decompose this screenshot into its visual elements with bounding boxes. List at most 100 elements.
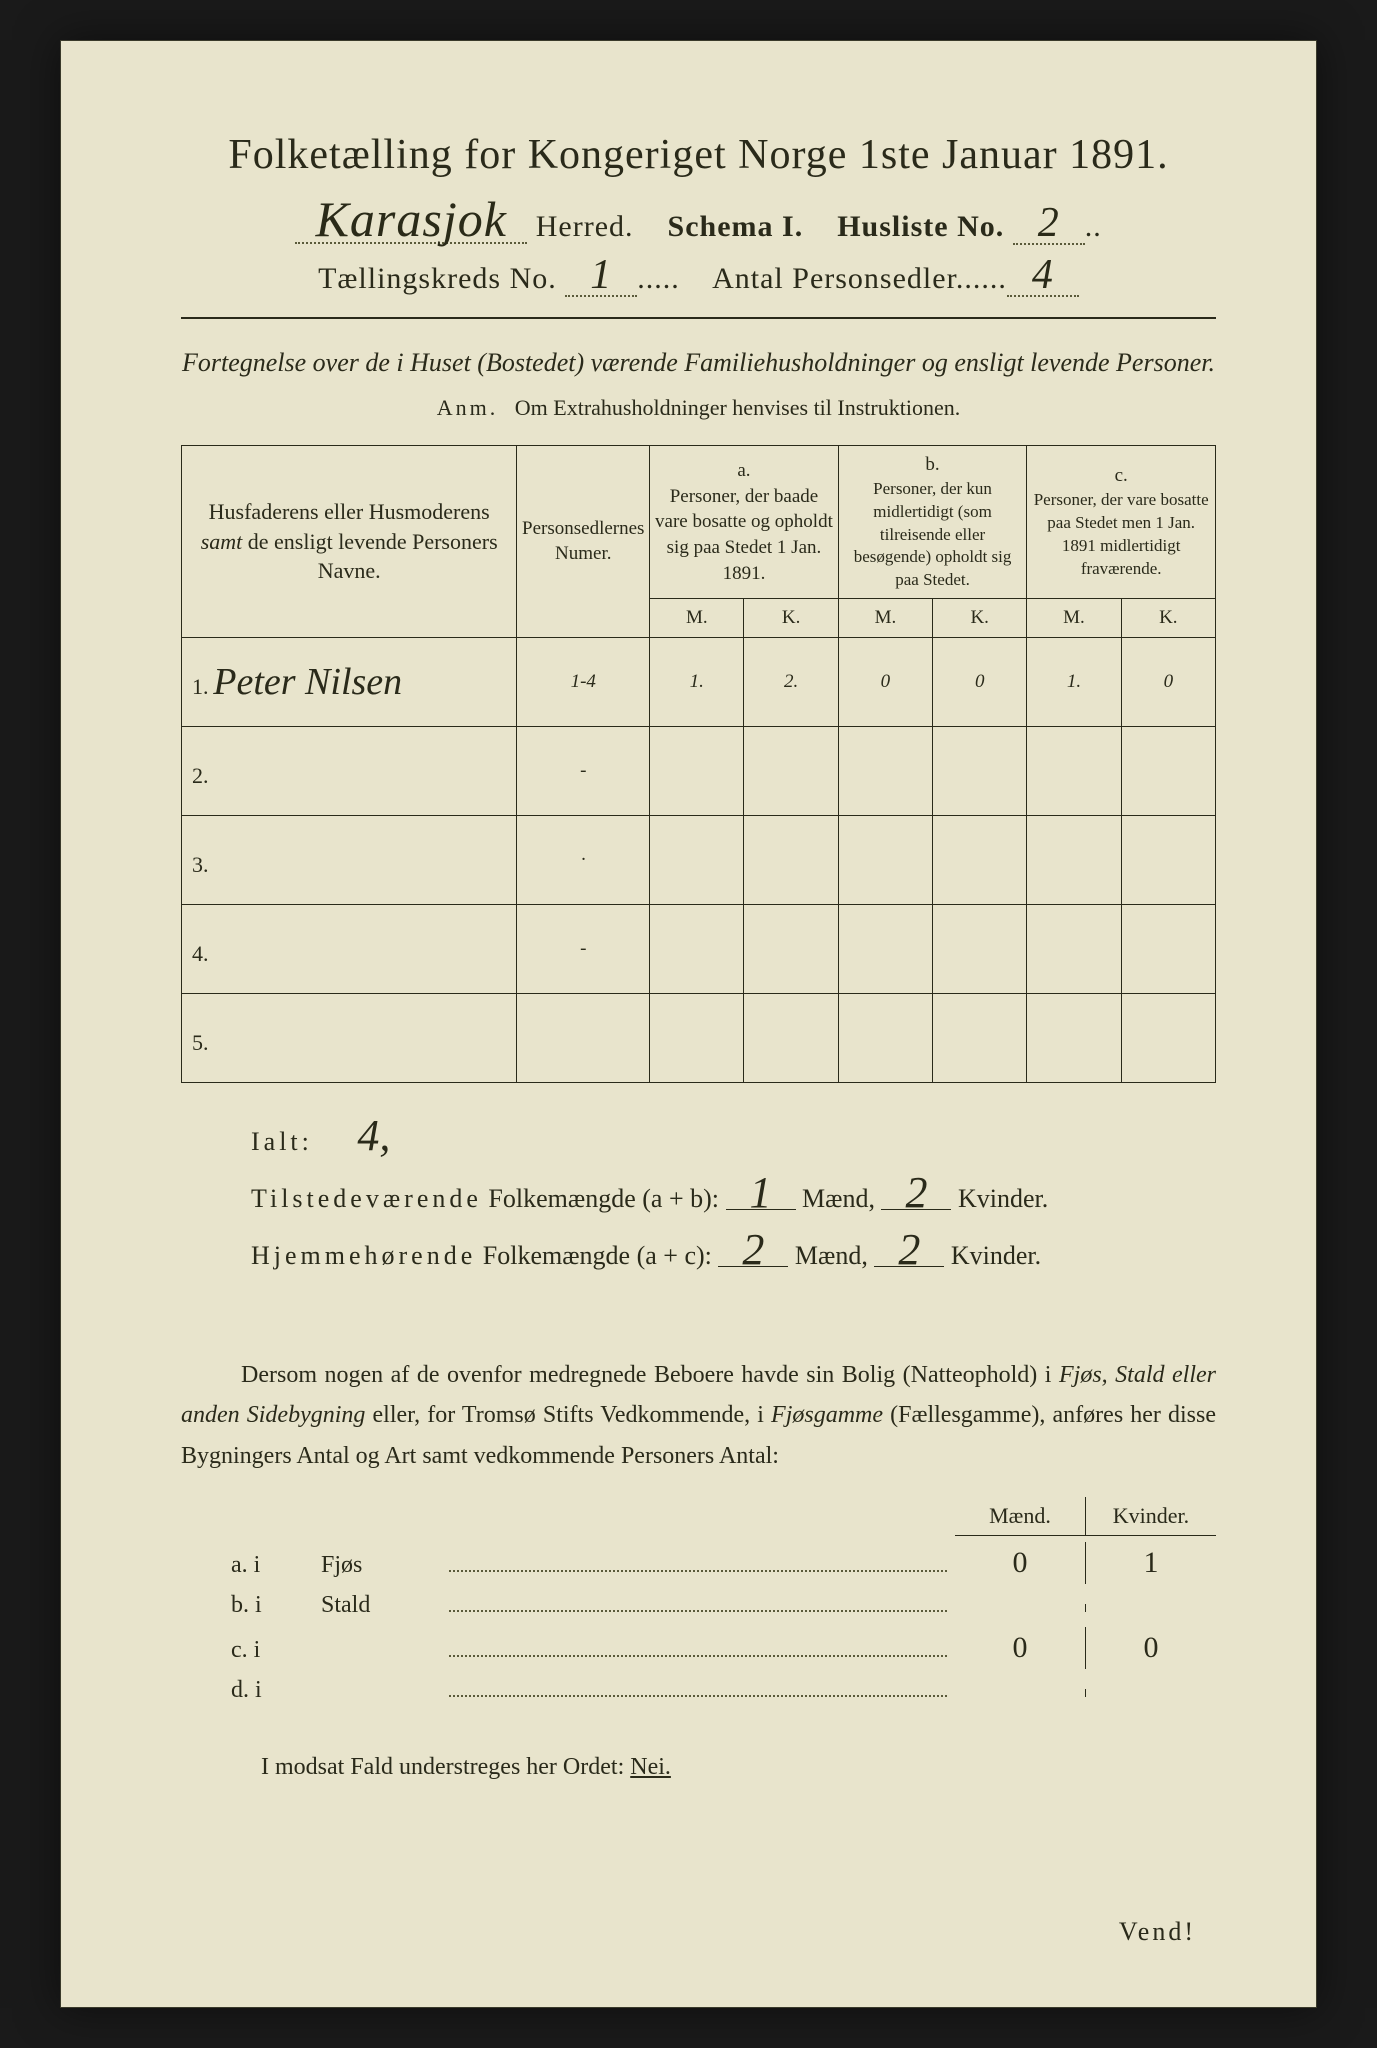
husliste-no-handwritten: 2 — [1013, 205, 1085, 245]
row-bk — [933, 726, 1027, 815]
row-num: - — [517, 726, 650, 815]
subtitle: Fortegnelse over de i Huset (Bostedet) v… — [181, 345, 1216, 381]
b-row-k — [1085, 1604, 1216, 1612]
b-row-m — [955, 1689, 1085, 1697]
row-num: 1-4 — [517, 637, 650, 726]
building-row: d. i — [181, 1677, 1216, 1704]
row-cm: 1. — [1027, 637, 1121, 726]
row-am: 1. — [650, 637, 744, 726]
schema-label: Schema I. — [668, 210, 804, 243]
b-header-k: Kvinder. — [1085, 1497, 1216, 1536]
b-header-m: Mænd. — [955, 1497, 1085, 1536]
row-bk — [933, 815, 1027, 904]
row-name-cell: 4. — [182, 904, 517, 993]
ac: (a + c): — [637, 1241, 712, 1270]
antal-handwritten: 4 — [1007, 257, 1079, 297]
row-bm — [838, 904, 932, 993]
row-am — [650, 904, 744, 993]
b-row-k: 0 — [1085, 1627, 1216, 1669]
census-form-page: Folketælling for Kongeriget Norge 1ste J… — [60, 40, 1317, 2008]
table-row: 5. — [182, 993, 1216, 1082]
b-dots — [449, 1570, 947, 1572]
row-bm — [838, 726, 932, 815]
row-cm — [1027, 993, 1121, 1082]
table-row: 1. Peter Nilsen1-41.2.001.0 — [182, 637, 1216, 726]
antal-label: Antal Personsedler — [712, 262, 956, 295]
row-name-cell: 1. Peter Nilsen — [182, 637, 517, 726]
row-ck: 0 — [1121, 637, 1215, 726]
row-bk — [933, 904, 1027, 993]
table-row: 4. - — [182, 904, 1216, 993]
row-am — [650, 993, 744, 1082]
col-b-text: Personer, der kun midlertidigt (som tilr… — [843, 478, 1023, 593]
row-cm — [1027, 904, 1121, 993]
row-bm — [838, 993, 932, 1082]
kreds-label: Tællingskreds No. — [318, 262, 557, 295]
col-c-m: M. — [1027, 599, 1121, 638]
tilstede-label: Tilstedeværende — [251, 1184, 482, 1213]
b-row-k — [1085, 1689, 1216, 1697]
divider — [181, 317, 1216, 319]
summary-block: Ialt: 4, Tilstedeværende Folkemængde (a … — [181, 1113, 1216, 1285]
ialt-hw: 4, — [339, 1121, 409, 1152]
folke-2: Folkemængde — [483, 1241, 630, 1270]
herred-handwritten: Karasjok — [295, 197, 527, 244]
col-num: Personsedlernes Numer. — [517, 445, 650, 637]
h-m-hw: 2 — [718, 1235, 788, 1267]
b-row-label: d. i — [181, 1677, 321, 1704]
row-bm — [838, 815, 932, 904]
b-row-label: c. i — [181, 1637, 321, 1664]
husliste-label: Husliste No. — [837, 210, 1004, 243]
row-am — [650, 726, 744, 815]
nei-word: Nei. — [630, 1754, 671, 1780]
b-row-m — [955, 1604, 1085, 1612]
col-c-label: c. — [1031, 463, 1211, 489]
row-ak — [744, 815, 838, 904]
row-ck — [1121, 726, 1215, 815]
header-line-1: Karasjok Herred. Schema I. Husliste No. … — [181, 197, 1216, 245]
col-a-header: a. Personer, der baade vare bosatte og o… — [650, 445, 839, 598]
vend-label: Vend! — [1119, 1917, 1196, 1947]
row-bk — [933, 993, 1027, 1082]
maend-1: Mænd, — [802, 1184, 875, 1213]
row-ck — [1121, 993, 1215, 1082]
building-row: a. iFjøs01 — [181, 1542, 1216, 1584]
row-ak: 2. — [744, 637, 838, 726]
ialt-label: Ialt: — [251, 1127, 313, 1156]
col-c-header: c. Personer, der vare bosatte paa Stedet… — [1027, 445, 1216, 598]
row-name-cell: 2. — [182, 726, 517, 815]
b-row-label: a. i — [181, 1552, 321, 1579]
b-row-name: Fjøs — [321, 1552, 441, 1579]
building-paragraph: Dersom nogen af de ovenfor medregnede Be… — [181, 1355, 1216, 1477]
col-a-text: Personer, der baade vare bosatte og opho… — [654, 484, 834, 587]
row-name-cell: 3. — [182, 815, 517, 904]
header-line-2: Tællingskreds No. 1..... Antal Personsed… — [181, 257, 1216, 297]
table-row: 3. · — [182, 815, 1216, 904]
row-ak — [744, 726, 838, 815]
row-ck — [1121, 815, 1215, 904]
col-a-k: K. — [744, 599, 838, 638]
col-a-label: a. — [654, 458, 834, 484]
col-c-k: K. — [1121, 599, 1215, 638]
row-cm — [1027, 815, 1121, 904]
row-ck — [1121, 904, 1215, 993]
kreds-no-handwritten: 1 — [565, 257, 637, 297]
hjemme-label: Hjemmehørende — [251, 1241, 476, 1270]
table-row: 2. - — [182, 726, 1216, 815]
census-table: Husfaderens eller Husmoderens samt de en… — [181, 445, 1216, 1083]
b-row-m: 0 — [955, 1627, 1085, 1669]
col-name: Husfaderens eller Husmoderens samt de en… — [182, 445, 517, 637]
t-m-hw: 1 — [726, 1178, 796, 1210]
b-row-k: 1 — [1085, 1542, 1216, 1584]
building-list: Mænd. Kvinder. a. iFjøs01b. iStaldc. i00… — [181, 1497, 1216, 1704]
b-dots — [449, 1655, 947, 1657]
row-num: - — [517, 904, 650, 993]
row-name-cell: 5. — [182, 993, 517, 1082]
row-num — [517, 993, 650, 1082]
row-bm: 0 — [838, 637, 932, 726]
footer-line: I modsat Fald understreges her Ordet: Ne… — [181, 1754, 1216, 1781]
row-bk: 0 — [933, 637, 1027, 726]
row-ak — [744, 904, 838, 993]
col-b-label: b. — [843, 452, 1023, 478]
kvinder-2: Kvinder. — [951, 1241, 1041, 1270]
